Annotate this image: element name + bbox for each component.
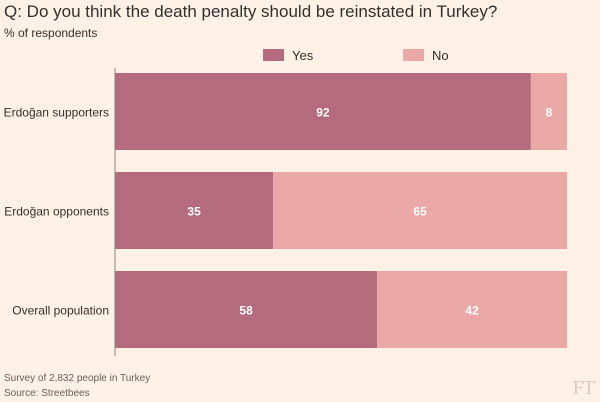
ft-logo: FT [572,377,595,399]
category-label-erdo-an-supporters: Erdoğan supporters [4,106,109,120]
data-label-no-overall-population: 42 [465,304,479,318]
bar-yes-overall-population [115,271,378,348]
data-label-yes-erdo-an-supporters: 92 [316,106,330,120]
legend-swatch-no [403,49,424,61]
source-note: Source: Streetbees [4,388,90,399]
category-label-overall-population: Overall population [12,304,109,318]
legend-label-yes: Yes [292,48,314,63]
bar-no-erdo-an-opponents [273,172,567,249]
legend-label-no: No [432,48,449,63]
bar-no-overall-population [377,271,567,348]
bar-no-erdo-an-supporters [530,73,567,150]
legend-swatch-yes [263,49,284,61]
data-label-no-erdo-an-supporters: 8 [546,106,553,120]
survey-note: Survey of 2,832 people in Turkey [4,373,151,384]
chart-title: Q: Do you think the death penalty should… [4,2,498,21]
chart-subtitle: % of respondents [4,26,98,40]
bar-yes-erdo-an-opponents [115,172,274,249]
data-label-yes-overall-population: 58 [239,304,253,318]
data-label-yes-erdo-an-opponents: 35 [187,205,201,219]
category-label-erdo-an-opponents: Erdoğan opponents [4,205,109,219]
data-label-no-erdo-an-opponents: 65 [413,205,427,219]
bar-yes-erdo-an-supporters [115,73,531,150]
